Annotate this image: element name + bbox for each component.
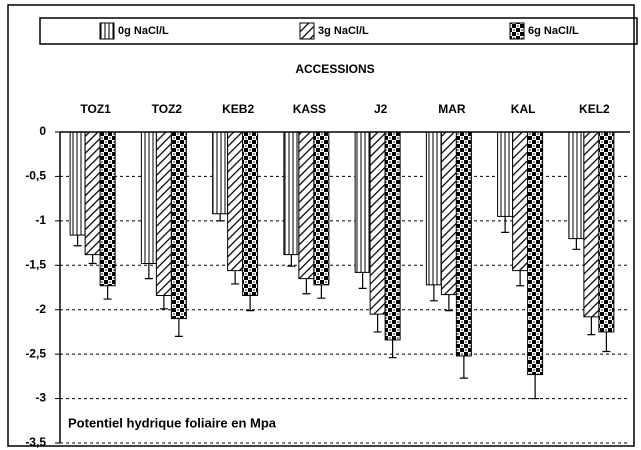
bar (455, 131, 472, 357)
bar (212, 131, 229, 215)
error-bar (388, 339, 397, 359)
x-tick-label: TOZ1 (80, 102, 111, 116)
legend-label: 3g NaCl/L (318, 25, 369, 37)
error-bar (531, 374, 540, 400)
error-bar (429, 284, 438, 302)
error-bar (358, 272, 367, 289)
annotation: Potentiel hydrique foliaire en Mpa (68, 415, 277, 430)
error-bar (103, 285, 112, 300)
error-bar (174, 318, 183, 337)
x-tick-label: KEB2 (222, 102, 254, 116)
error-bar (287, 254, 296, 267)
error-bar (246, 295, 255, 312)
error-bar (444, 294, 453, 312)
error-bar (501, 216, 510, 234)
bar (242, 131, 259, 296)
bar (140, 131, 157, 265)
y-tick-label: -2 (35, 302, 46, 316)
bar (84, 131, 101, 256)
bar (298, 131, 315, 280)
bar (99, 131, 116, 287)
legend-label: 6g NaCl/L (528, 25, 579, 37)
error-bar (459, 355, 468, 379)
bar (155, 131, 172, 296)
bar (170, 131, 187, 320)
y-tick-label: -3 (35, 391, 46, 405)
bar (384, 131, 401, 341)
error-bar (516, 270, 525, 287)
y-tick-label: -1,5 (25, 257, 46, 271)
error-bar (216, 213, 225, 222)
bar (425, 131, 442, 286)
y-tick-label: -1 (35, 213, 46, 227)
bar (440, 131, 457, 296)
bar (354, 131, 371, 273)
y-tick-label: -3,5 (25, 435, 46, 449)
x-tick-label: KEL2 (579, 102, 610, 116)
error-bar (302, 278, 311, 295)
bar (69, 131, 86, 236)
y-tick-label: 0 (39, 124, 46, 138)
y-tick-label: -2,5 (25, 346, 46, 360)
error-bar (73, 235, 82, 247)
bar (583, 131, 600, 318)
legend-box (39, 17, 638, 45)
error-bar (159, 295, 168, 310)
x-tick-label: MAR (438, 102, 466, 116)
bar (313, 131, 330, 286)
error-bar (144, 263, 153, 280)
x-tick-label: J2 (374, 102, 388, 116)
bar (568, 131, 585, 240)
y-tick-label: -0,5 (25, 169, 46, 183)
frame (7, 4, 635, 447)
legend-swatch (299, 22, 315, 40)
bar (497, 131, 514, 217)
error-bar (602, 331, 611, 353)
error-bar (231, 270, 240, 285)
bar (512, 131, 529, 272)
error-bar (317, 284, 326, 299)
bar (283, 131, 300, 256)
x-tick-label: TOZ2 (152, 102, 183, 116)
bar (227, 131, 244, 272)
x-tick-label: KAL (511, 102, 536, 116)
error-bar (587, 316, 596, 336)
bar (527, 131, 544, 376)
error-bar (572, 238, 581, 250)
error-bar (88, 254, 97, 265)
x-tick-label: KASS (293, 102, 326, 116)
bar (598, 131, 615, 333)
x-axis-title: ACCESSIONS (295, 62, 374, 76)
legend-swatch (509, 22, 525, 40)
legend-label: 0g NaCl/L (118, 25, 169, 37)
legend-swatch (99, 22, 115, 40)
bar (369, 131, 386, 315)
error-bar (373, 314, 382, 333)
